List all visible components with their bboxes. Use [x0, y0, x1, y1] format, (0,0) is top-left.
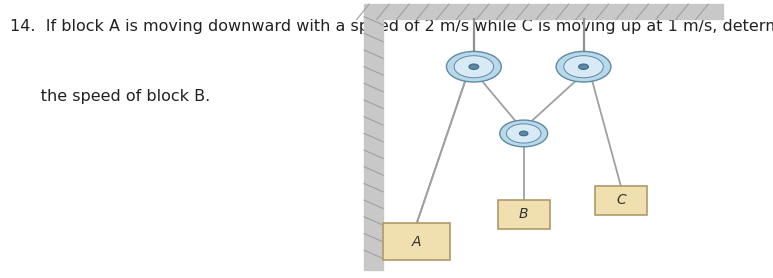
- Circle shape: [469, 64, 478, 70]
- Circle shape: [579, 64, 588, 70]
- FancyBboxPatch shape: [498, 200, 550, 229]
- Text: C: C: [616, 193, 626, 207]
- Circle shape: [506, 124, 541, 143]
- Text: 14.  If block A is moving downward with a speed of 2 m/s while C is moving up at: 14. If block A is moving downward with a…: [10, 19, 773, 34]
- Circle shape: [447, 51, 501, 82]
- Text: the speed of block B.: the speed of block B.: [10, 89, 210, 104]
- Text: B: B: [519, 207, 529, 221]
- Circle shape: [500, 120, 547, 147]
- Circle shape: [556, 51, 611, 82]
- Text: A: A: [412, 235, 421, 249]
- FancyBboxPatch shape: [595, 186, 647, 215]
- Circle shape: [454, 56, 494, 78]
- Circle shape: [564, 56, 603, 78]
- FancyBboxPatch shape: [383, 223, 450, 260]
- Circle shape: [519, 131, 528, 136]
